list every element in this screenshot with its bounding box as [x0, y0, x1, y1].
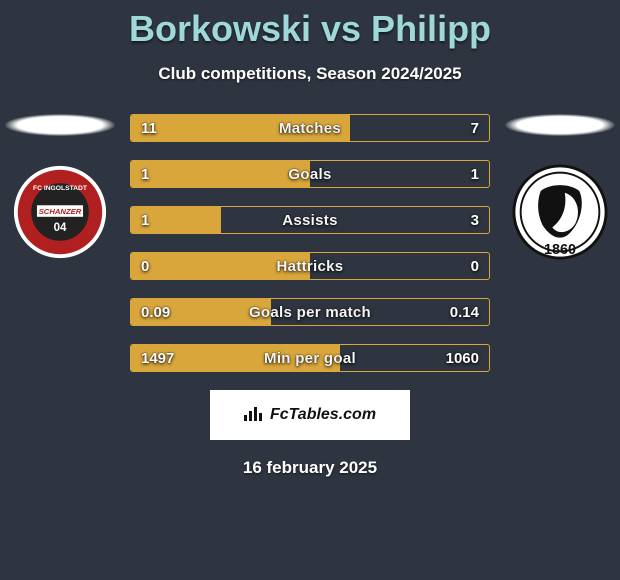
right-club-badge: 1860	[512, 164, 608, 260]
badge-year-text: 1860	[544, 242, 576, 258]
stat-row: 0.09Goals per match0.14	[130, 298, 490, 326]
stat-right-value: 1060	[446, 345, 479, 371]
1860-badge-icon: 1860	[512, 164, 608, 260]
stat-right-value: 1	[471, 161, 479, 187]
stat-label: Matches	[131, 115, 489, 141]
right-player-column: 1860	[500, 114, 620, 260]
badge-bot-text: 04	[54, 222, 67, 234]
stat-right-value: 3	[471, 207, 479, 233]
badge-top-text: FC INGOLSTADT	[33, 185, 88, 192]
left-club-badge: FC INGOLSTADT SCHANZER 04	[12, 164, 108, 260]
brand-label: FcTables.com	[270, 406, 376, 424]
right-ellipse-shadow	[505, 114, 615, 136]
subtitle: Club competitions, Season 2024/2025	[0, 64, 620, 84]
stat-row: 1497Min per goal1060	[130, 344, 490, 372]
badge-mid-text: SCHANZER	[39, 207, 82, 216]
stat-right-value: 0	[471, 253, 479, 279]
stat-row: 1Goals1	[130, 160, 490, 188]
brand-box: FcTables.com	[210, 390, 410, 440]
stat-row: 1Assists3	[130, 206, 490, 234]
ingolstadt-badge-icon: FC INGOLSTADT SCHANZER 04	[12, 164, 108, 260]
date-label: 16 february 2025	[0, 458, 620, 478]
stat-label: Hattricks	[131, 253, 489, 279]
stat-right-value: 0.14	[450, 299, 479, 325]
stat-right-value: 7	[471, 115, 479, 141]
stat-label: Goals	[131, 161, 489, 187]
left-player-column: FC INGOLSTADT SCHANZER 04	[0, 114, 120, 260]
stat-row: 0Hattricks0	[130, 252, 490, 280]
brand-chart-icon	[244, 405, 264, 426]
stat-label: Min per goal	[131, 345, 489, 371]
stat-label: Assists	[131, 207, 489, 233]
comparison-panel: FC INGOLSTADT SCHANZER 04 1860 11Matches…	[0, 114, 620, 372]
stat-label: Goals per match	[131, 299, 489, 325]
stat-bars: 11Matches71Goals11Assists30Hattricks00.0…	[130, 114, 490, 372]
page-title: Borkowski vs Philipp	[0, 0, 620, 50]
left-ellipse-shadow	[5, 114, 115, 136]
stat-row: 11Matches7	[130, 114, 490, 142]
